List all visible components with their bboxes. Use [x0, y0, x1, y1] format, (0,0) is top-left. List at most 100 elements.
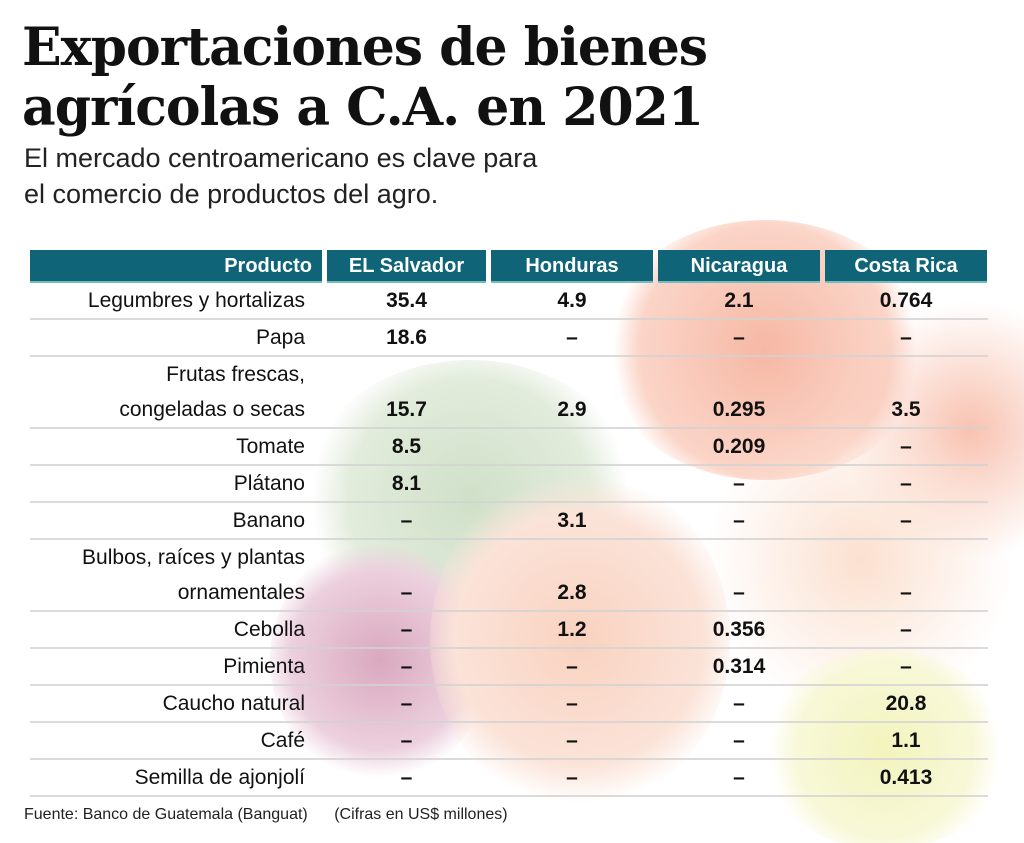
column-header: Costa Rica: [825, 250, 987, 283]
value-cell: –: [733, 581, 745, 604]
product-label-line: Banano: [232, 509, 305, 532]
table-row: Cebolla – 1.2 0.356 –: [30, 612, 988, 649]
product-label: Semilla de ajonjolí: [30, 760, 322, 795]
value-cell: 0.209: [712, 435, 766, 458]
title-line: agrícolas a C.A. en 2021: [22, 77, 704, 138]
product-label: Banano: [30, 503, 322, 538]
table-row: Bulbos, raíces y plantas ornamentales – 2.8…: [30, 540, 988, 612]
subtitle-line: El mercado centroamericano es clave para: [24, 143, 538, 173]
value-cell: –: [900, 472, 912, 495]
value-cell: 0.314: [712, 655, 766, 678]
product-label: Frutas frescas, congeladas o secas: [30, 357, 322, 427]
value-cell: –: [733, 766, 745, 789]
table-row: Frutas frescas, congeladas o secas 15.7 2.9…: [30, 357, 988, 429]
value-cell: 0.413: [879, 766, 933, 789]
product-label-line: Caucho natural: [162, 692, 305, 715]
table-row: Caucho natural – – – 20.8: [30, 686, 988, 723]
product-label: Caucho natural: [30, 686, 322, 721]
table-row: Banano – 3.1 – –: [30, 503, 988, 540]
value-cell: 1.2: [557, 618, 587, 641]
product-label-line: Tomate: [236, 435, 305, 458]
value-cell: –: [900, 435, 912, 458]
value-cell: 15.7: [386, 398, 427, 421]
table-row: Semilla de ajonjolí – – – 0.413: [30, 760, 988, 797]
lemon-image: [760, 650, 1010, 843]
value-cell: –: [566, 692, 578, 715]
product-label-line: Semilla de ajonjolí: [134, 766, 305, 789]
column-header: Producto: [30, 250, 322, 283]
value-cell: –: [900, 655, 912, 678]
product-label: Bulbos, raíces y plantas ornamentales: [30, 540, 322, 610]
table-row: Papa 18.6 – – –: [30, 320, 988, 357]
product-label-line: ornamentales: [177, 581, 305, 604]
value-cell: 8.5: [391, 435, 422, 458]
value-cell: 8.1: [391, 472, 422, 495]
table-row: Café – – – 1.1: [30, 723, 988, 760]
table-row: Tomate 8.5 0.209 –: [30, 429, 988, 466]
value-cell: 0.356: [712, 618, 766, 641]
value-cell: –: [733, 509, 745, 532]
table-header: Producto EL Salvador Honduras Nicaragua …: [30, 250, 988, 283]
subtitle: El mercado centroamericano es clave para…: [24, 140, 537, 212]
table-row: Pimienta – – 0.314 –: [30, 649, 988, 686]
page-title: Exportaciones de bienes agrícolas a C.A.…: [22, 17, 708, 138]
column-header: Nicaragua: [658, 250, 820, 283]
product-label-line: Plátano: [233, 472, 305, 495]
value-cell: –: [400, 655, 413, 678]
product-label: Papa: [30, 320, 322, 355]
value-cell: 4.9: [557, 289, 587, 312]
value-cell: –: [900, 509, 912, 532]
value-cell: –: [566, 729, 578, 752]
column-header: EL Salvador: [327, 250, 486, 283]
value-cell: 2.1: [724, 289, 754, 312]
value-cell: –: [400, 581, 413, 604]
product-label-line: Frutas frescas,: [166, 363, 305, 386]
exports-table: Producto EL Salvador Honduras Nicaragua …: [30, 250, 988, 797]
footer: Fuente: Banco de Guatemala (Banguat) (Ci…: [24, 806, 530, 824]
product-label: Café: [30, 723, 322, 758]
value-cell: 35.4: [386, 289, 427, 312]
subtitle-line: el comercio de productos del agro.: [24, 179, 439, 209]
value-cell: –: [400, 509, 413, 532]
product-label-line: congeladas o secas: [119, 398, 305, 421]
value-cell: –: [566, 766, 578, 789]
value-cell: 2.8: [557, 581, 587, 604]
product-label-line: Cebolla: [233, 618, 305, 641]
product-label-line: Pimienta: [223, 655, 305, 678]
value-cell: 0.764: [879, 289, 933, 312]
table-row: Legumbres y hortalizas 35.4 4.9 2.1 0.764: [30, 283, 988, 320]
value-cell: 18.6: [386, 326, 427, 349]
product-label-line: Café: [260, 729, 305, 752]
value-cell: –: [733, 692, 745, 715]
value-cell: 3.5: [891, 398, 921, 421]
table-row: Plátano 8.1 – –: [30, 466, 988, 503]
value-cell: 0.295: [712, 398, 766, 421]
value-cell: –: [566, 326, 578, 349]
value-cell: –: [733, 472, 745, 495]
product-label: Tomate: [30, 429, 322, 464]
value-cell: –: [733, 326, 745, 349]
value-cell: –: [400, 729, 413, 752]
value-cell: –: [566, 655, 578, 678]
product-label: Cebolla: [30, 612, 322, 647]
value-cell: –: [400, 692, 413, 715]
value-cell: –: [400, 766, 413, 789]
value-cell: 2.9: [557, 398, 587, 421]
value-cell: 1.1: [891, 729, 921, 752]
value-cell: –: [900, 326, 912, 349]
table-body: Legumbres y hortalizas 35.4 4.9 2.1 0.764 Pap…: [30, 283, 988, 797]
value-cell: –: [900, 581, 912, 604]
title-line: Exportaciones de bienes: [22, 17, 708, 78]
product-label-line: Bulbos, raíces y plantas: [82, 546, 305, 569]
column-header: Honduras: [491, 250, 653, 283]
product-label-line: Papa: [255, 326, 305, 349]
product-label-line: Legumbres y hortalizas: [87, 289, 305, 312]
product-label: Pimienta: [30, 649, 322, 684]
source-note: Fuente: Banco de Guatemala (Banguat): [24, 806, 308, 823]
value-cell: –: [733, 729, 745, 752]
value-cell: 3.1: [557, 509, 587, 532]
value-cell: 20.8: [885, 692, 927, 715]
potato-image: [430, 470, 730, 810]
product-label: Plátano: [30, 466, 322, 501]
